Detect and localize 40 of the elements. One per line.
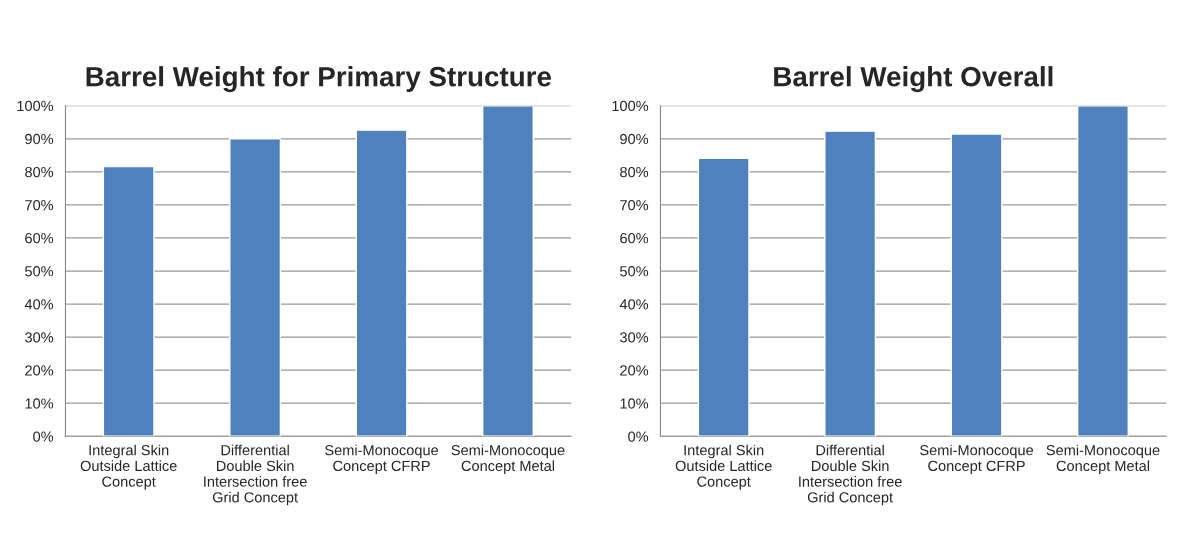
chart-title: Barrel Weight for Primary Structure [86,66,551,93]
y-tick-label: 60% [620,233,649,244]
y-tick-label: 0% [33,431,54,442]
y-tick-label: 10% [620,398,649,409]
bar [481,105,534,437]
bar [697,157,750,437]
y-tick-label: 0% [628,431,649,442]
x-tick-label: Differential Double Skin Intersection free Grid Concept [204,444,307,506]
y-tick-label: 70% [25,199,54,211]
x-tick-label: Integral Skin Outside Lattice Concept [675,444,772,490]
y-tick-label: 20% [620,365,649,376]
y-tick-label: 40% [24,299,54,310]
y-tick-label: 40% [619,299,649,310]
y-tick-label: 50% [620,266,649,277]
x-tick-label: Differential Double Skin Intersection free Grid Concept [799,444,902,506]
x-tick-label: Semi-Monocoque Concept Metal [1046,444,1160,474]
y-tick-label: 30% [620,332,649,343]
y-tick-label: 70% [620,199,649,211]
y-tick-label: 100% [612,100,649,112]
bar [1076,105,1129,437]
y-tick-label: 50% [25,266,54,277]
chart-title: Barrel Weight Overall [774,66,1053,93]
y-tick-label: 20% [25,365,54,376]
bar [824,130,877,437]
y-tick-label: 80% [25,166,54,178]
y-tick-label: 30% [25,332,54,343]
bar [950,133,1003,437]
y-tick-label: 80% [620,166,649,178]
bar [102,165,155,437]
x-tick-label: Semi-Monocoque Concept CFRP [920,444,1034,474]
y-tick-label: 10% [25,398,54,409]
x-tick-label: Semi-Monocoque Concept CFRP [325,444,439,474]
x-tick-label: Integral Skin Outside Lattice Concept [80,444,177,490]
x-tick-label: Semi-Monocoque Concept Metal [451,444,565,474]
bar [355,129,408,437]
y-tick-label: 90% [620,133,649,145]
bar [229,138,282,437]
y-tick-label: 90% [25,133,54,145]
y-tick-label: 60% [25,233,54,244]
y-tick-label: 100% [17,100,54,112]
